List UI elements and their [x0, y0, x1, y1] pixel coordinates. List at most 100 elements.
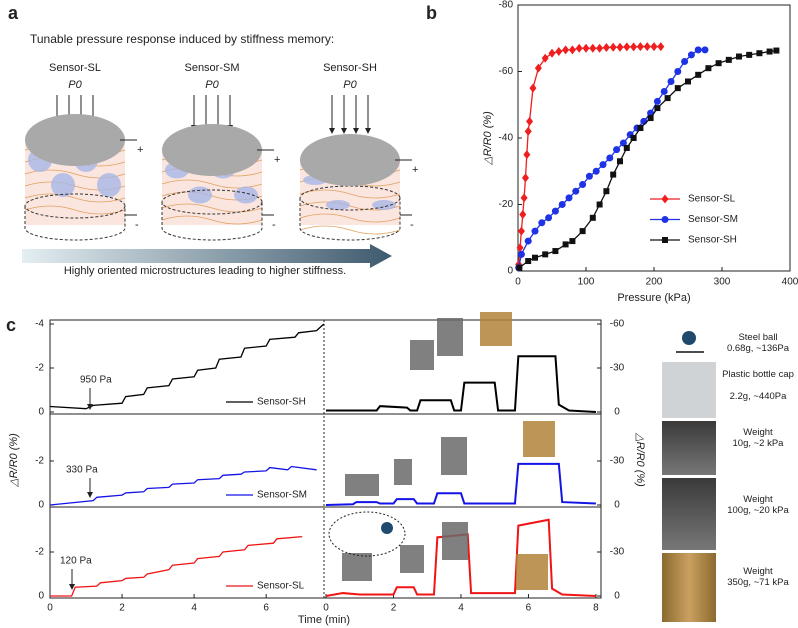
legend-marker — [662, 237, 668, 243]
data-point — [524, 126, 532, 136]
y-tick-label: -4 — [35, 319, 44, 330]
fiber — [299, 225, 401, 235]
x-tick-label: 100 — [578, 277, 595, 288]
data-point — [516, 264, 523, 271]
data-point — [552, 248, 559, 255]
y2-tick-label: -30 — [610, 547, 625, 558]
data-point — [695, 71, 702, 78]
sample-spec: 350g, ~71 kPa — [727, 577, 789, 588]
data-point — [606, 154, 614, 162]
data-point — [623, 144, 630, 151]
data-point — [681, 58, 689, 66]
zoom-ellipse — [328, 511, 406, 557]
microstructure — [326, 200, 350, 210]
sensor-name: Sensor-SL — [49, 62, 101, 74]
data-point — [736, 53, 742, 60]
x-tick-label: 300 — [714, 277, 731, 288]
data-point — [517, 250, 525, 258]
legend-label: Sensor-SL — [257, 581, 305, 592]
data-point — [643, 42, 651, 52]
data-point — [575, 43, 583, 53]
data-point — [756, 50, 763, 57]
data-point — [545, 214, 553, 222]
sample-name: Weight — [743, 427, 773, 438]
y2-tick-label: -60 — [610, 319, 625, 330]
y2-axis-label: △R/R0 (%) — [634, 432, 646, 487]
plus-sign: + — [137, 144, 143, 156]
data-point — [555, 47, 563, 57]
plus-sign: + — [412, 164, 418, 176]
data-point — [746, 51, 753, 58]
sample-photo — [441, 437, 467, 475]
sample-photo — [345, 474, 379, 496]
sample-spec: 100g, ~20 kPa — [727, 505, 789, 516]
trace — [325, 462, 596, 506]
arrow-caption: Highly oriented microstructures leading … — [64, 265, 346, 277]
trace — [49, 323, 325, 410]
y-tick-label: -40 — [499, 133, 514, 144]
sample-name: Steel ball — [738, 332, 778, 343]
y-tick-label: 0 — [38, 500, 44, 511]
top-electrode — [300, 134, 400, 186]
data-point — [531, 227, 539, 235]
y-tick-label: 0 — [38, 407, 44, 418]
data-point — [637, 125, 644, 132]
data-point — [529, 83, 537, 93]
data-point — [613, 146, 621, 154]
sample-photo — [410, 340, 434, 370]
trace — [49, 465, 317, 506]
x-tick-label: 0 — [515, 277, 521, 288]
fiber — [299, 213, 401, 223]
data-point — [623, 42, 631, 52]
legend-label: Sensor-SH — [688, 235, 737, 246]
data-point — [596, 201, 603, 208]
data-point — [664, 95, 671, 102]
x-tick-label: 4 — [191, 603, 197, 614]
data-point — [657, 42, 665, 52]
y-tick-label: -60 — [499, 66, 514, 77]
data-point — [592, 167, 600, 175]
gradient-arrow — [22, 244, 392, 268]
data-point — [589, 214, 596, 221]
data-point — [525, 258, 532, 265]
data-point — [582, 43, 590, 53]
data-point — [653, 97, 661, 105]
x-axis-label: Pressure (kPa) — [617, 292, 690, 304]
sample-photo — [662, 421, 716, 475]
microstructure — [188, 186, 212, 204]
annotation-arrowhead — [87, 404, 93, 410]
top-electrode — [162, 124, 262, 176]
data-point — [630, 135, 637, 141]
data-point — [562, 45, 570, 55]
pressure-label: P0 — [343, 79, 357, 91]
y-tick-label: 0 — [38, 591, 44, 602]
steel-ball-small — [381, 522, 393, 534]
x-tick-label: 4 — [458, 603, 464, 614]
steel-ball — [682, 331, 696, 345]
x-tick-label: 2 — [391, 603, 397, 614]
plus-sign: + — [274, 154, 280, 166]
sample-photo — [516, 554, 548, 590]
data-point — [599, 161, 607, 169]
bottom-cylinder — [24, 206, 126, 241]
data-point — [572, 187, 580, 195]
data-point — [541, 53, 549, 63]
sample-photo — [480, 312, 512, 346]
data-point — [610, 171, 617, 178]
data-point — [630, 42, 638, 52]
data-point — [520, 193, 528, 203]
sample-photo — [662, 553, 716, 622]
sensor-name: Sensor-SH — [323, 62, 377, 74]
data-point — [647, 115, 654, 122]
annotation: 950 Pa — [80, 375, 112, 386]
fiber — [24, 205, 126, 215]
sample-photo — [442, 522, 468, 560]
sample-spec: 2.2g, ~440Pa — [729, 391, 787, 402]
data-point — [685, 78, 691, 85]
data-point — [616, 42, 624, 52]
legend-label: Sensor-SM — [688, 214, 738, 225]
y2-tick-label: 0 — [614, 591, 620, 602]
x-tick-label: 8 — [593, 603, 599, 614]
x-tick-label: 400 — [782, 277, 798, 288]
